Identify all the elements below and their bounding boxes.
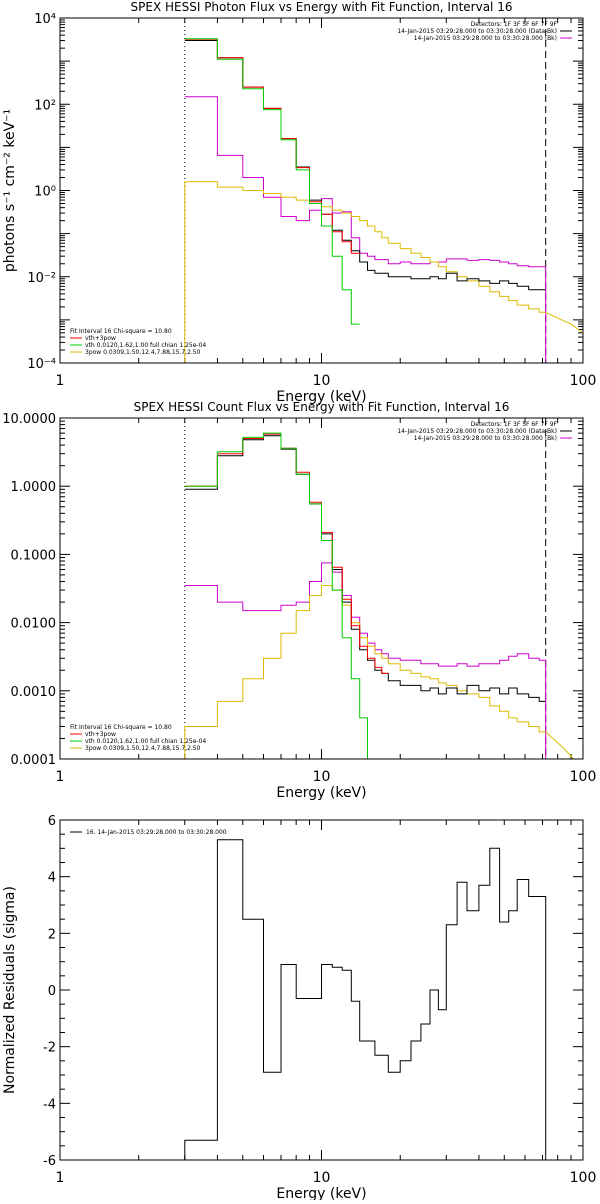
y-tick-label: 0.0010 <box>11 685 57 700</box>
legend-entry: 3pow 0.0309,1.50,12.4,7.88,15.7,2.50 <box>85 349 201 356</box>
plot-area <box>184 839 547 1160</box>
series-line-4 <box>184 181 546 363</box>
y-tick-label: -2 <box>43 1041 56 1056</box>
plot-frame <box>59 17 584 364</box>
series-line-4 <box>184 585 546 759</box>
y-tick-label: 0.0100 <box>11 617 57 632</box>
series-line-5 <box>545 311 583 334</box>
legend-entry: 14-Jan-2015 03:29:28.000 to 03:30:28.000… <box>397 28 557 35</box>
y-tick-label: -6 <box>43 1154 56 1169</box>
series-line-3 <box>184 562 547 759</box>
plot-area <box>184 18 583 363</box>
chart-title: SPEX HESSI Count Flux vs Energy with Fit… <box>134 400 510 414</box>
chart-panel-1: SPEX HESSI Photon Flux vs Energy with Fi… <box>2 0 596 405</box>
chart-panel-2: SPEX HESSI Count Flux vs Energy with Fit… <box>2 400 596 801</box>
plot-frame <box>59 819 584 1161</box>
y-axis-label: Normalized Residuals (sigma) <box>2 886 18 1094</box>
y-tick-label: 10² <box>34 98 56 113</box>
y-tick-label: 10⁴ <box>34 12 56 27</box>
series-line-2 <box>184 432 375 759</box>
legend-entry: vth 0.0120,1.62,1.00 full chian 1.25e-04 <box>85 342 206 349</box>
x-tick-label: 1 <box>56 769 65 785</box>
x-tick-label: 10 <box>313 373 331 389</box>
legend-entry: 16. 14-Jan-2015 03:29:28.000 to 03:30:28… <box>86 829 227 836</box>
legend-entry: 14-Jan-2015 03:29:28.000 to 03:30:28.000… <box>397 428 557 435</box>
x-axis-label: Energy (keV) <box>276 785 366 801</box>
y-tick-label: 2 <box>48 927 56 942</box>
y-tick-label: 1.0000 <box>11 480 57 495</box>
series-line-3 <box>184 96 547 363</box>
y-tick-label: 0.0001 <box>11 753 57 768</box>
y-tick-label: -4 <box>43 1097 56 1112</box>
legend-entry: vth+3pow <box>85 731 116 738</box>
x-tick-label: 10 <box>313 769 331 785</box>
y-tick-label: 10.0000 <box>2 412 56 427</box>
series-line-0 <box>184 839 547 1160</box>
x-axis-label: Energy (keV) <box>276 389 366 405</box>
series-line-2 <box>184 38 360 325</box>
x-tick-label: 100 <box>570 769 597 785</box>
legend-entry: Fit Interval 16 Chi-square = 10.80 <box>70 724 172 731</box>
legend-entry: Detectors: 1F 3F 5F 6F 7F 9F <box>471 21 558 28</box>
plot-area <box>184 418 574 759</box>
x-tick-label: 100 <box>570 1170 597 1186</box>
y-tick-label: 6 <box>48 814 56 829</box>
series-line-0 <box>184 40 546 291</box>
legend-entry: 3pow 0.0309,1.50,12.4,7.88,15.7,2.50 <box>85 745 201 752</box>
legend-entry: vth 0.0120,1.62,1.00 full chian 1.25e-04 <box>85 738 206 745</box>
y-tick-label: 4 <box>48 871 56 886</box>
x-tick-label: 1 <box>56 1170 65 1186</box>
plot-frame <box>59 417 584 760</box>
x-tick-label: 100 <box>570 373 597 389</box>
legend-entry: Fit Interval 16 Chi-square = 10.80 <box>70 328 172 335</box>
y-tick-label: 0 <box>48 984 56 999</box>
legend-entry: 14-Jan-2015 03:29:28.000 to 03:30:28.000… <box>414 435 557 442</box>
y-axis-label: photons s⁻¹ cm⁻² keV⁻¹ <box>2 109 18 272</box>
legend-entry: 14-Jan-2015 03:29:28.000 to 03:30:28.000… <box>414 35 557 42</box>
series-line-1 <box>184 38 360 254</box>
chart-panel-3: 1 10 100 -6 -4 -2 0 2 4 6 Energy (keV) Normalized R… <box>2 814 597 1202</box>
x-tick-label: 1 <box>56 373 65 389</box>
legend-entry: Detectors: 1F 3F 5F 6F 7F 9F <box>471 421 558 428</box>
series-line-1 <box>184 433 389 674</box>
y-tick-label: 10⁰ <box>34 185 56 200</box>
series-line-0 <box>184 435 546 702</box>
legend-entry: vth+3pow <box>85 335 116 342</box>
series-line-5 <box>545 731 574 759</box>
y-tick-label: 10⁻² <box>27 271 56 286</box>
x-axis-label: Energy (keV) <box>276 1186 366 1200</box>
y-tick-label: 0.1000 <box>11 548 57 563</box>
y-tick-label: 10⁻⁴ <box>27 357 56 372</box>
x-tick-label: 10 <box>313 1170 331 1186</box>
chart-title: SPEX HESSI Photon Flux vs Energy with Fi… <box>131 0 513 14</box>
